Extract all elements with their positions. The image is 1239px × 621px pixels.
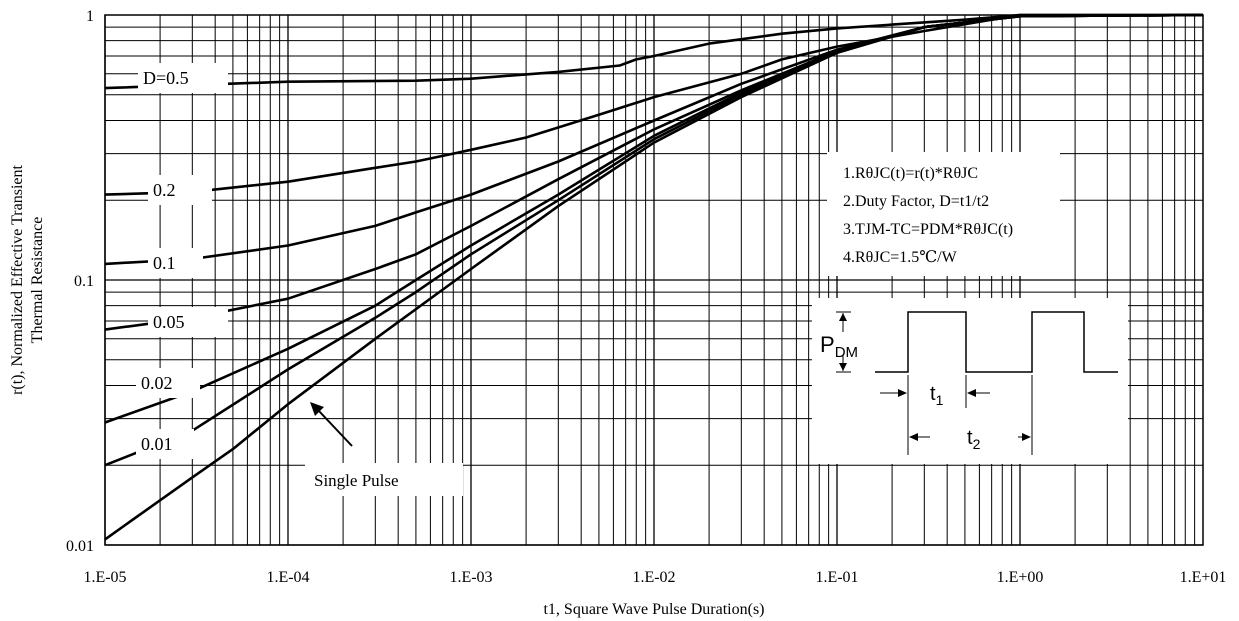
x-tick-label: 1.E-01 [815, 569, 858, 586]
x-tick-label: 1.E+01 [1180, 569, 1227, 586]
y-axis-label: r(t), Normalized Effective Transient The… [9, 165, 46, 395]
note-1: 1.RθJC(t)=r(t)*RθJC [843, 165, 978, 182]
series-line-d-0-5 [104, 13, 1203, 90]
y-axis-label-line2: Thermal Resistance [29, 217, 46, 344]
curve-label-bg [148, 307, 228, 337]
curve-label: 0.05 [153, 312, 185, 332]
curve-label-bg [138, 63, 228, 93]
pulse-waveform [875, 311, 1118, 373]
t1-label: t1 [930, 383, 944, 408]
plot-frame [104, 14, 1204, 546]
y-axis-label-line1: r(t), Normalized Effective Transient [9, 165, 26, 395]
curve-label-bg [148, 175, 212, 205]
curve-label: 0.1 [153, 253, 176, 273]
curve-label: 0.01 [141, 434, 173, 454]
curve-label: 0.2 [153, 180, 176, 200]
note-2: 2.Duty Factor, D=t1/t2 [843, 193, 989, 210]
note-3: 3.TJM-TC=PDM*RθJC(t) [843, 221, 1013, 238]
notes-box: 1.RθJC(t)=r(t)*RθJC 2.Duty Factor, D=t1/… [827, 152, 1060, 276]
y-tick-label: 0.1 [74, 273, 94, 290]
single-pulse-arrow [317, 409, 353, 447]
y-tick-labels: 0.01 0.1 1 [66, 8, 94, 555]
x-tick-label: 1.E-03 [449, 569, 492, 586]
curve-label: D=0.5 [143, 68, 189, 88]
pdm-label: PDM [820, 332, 858, 361]
single-pulse-annotation: Single Pulse [305, 402, 463, 496]
curve-label-bg [148, 248, 203, 278]
curve-label: 0.02 [141, 373, 173, 393]
y-tick-label: 1 [86, 8, 94, 25]
note-4: 4.RθJC=1.5℃/W [843, 249, 958, 266]
curve-label-bg [136, 368, 200, 398]
grid-lines [104, 15, 1203, 546]
curve-label-bg [136, 429, 194, 459]
y-tick-label: 0.01 [66, 538, 94, 555]
series-line-0-2 [104, 13, 1203, 196]
x-axis-label: t1, Square Wave Pulse Duration(s) [543, 601, 764, 618]
single-pulse-label: Single Pulse [314, 471, 399, 490]
t2-label: t2 [967, 427, 981, 452]
x-tick-label: 1.E-05 [83, 569, 126, 586]
series-lines [104, 13, 1204, 541]
x-tick-label: 1.E-04 [266, 569, 309, 586]
pulse-inset: PDM t1 t2 [812, 298, 1128, 464]
x-tick-label: 1.E-02 [632, 569, 675, 586]
x-tick-labels: 1.E-05 1.E-04 1.E-03 1.E-02 1.E-01 1.E+00 1.E+… [83, 569, 1226, 586]
curve-labels: D=0.5 0.2 0.1 0.05 0.02 0.01 [136, 63, 228, 459]
series-line-single-pulse [104, 13, 1204, 541]
x-tick-label: 1.E+00 [997, 569, 1044, 586]
